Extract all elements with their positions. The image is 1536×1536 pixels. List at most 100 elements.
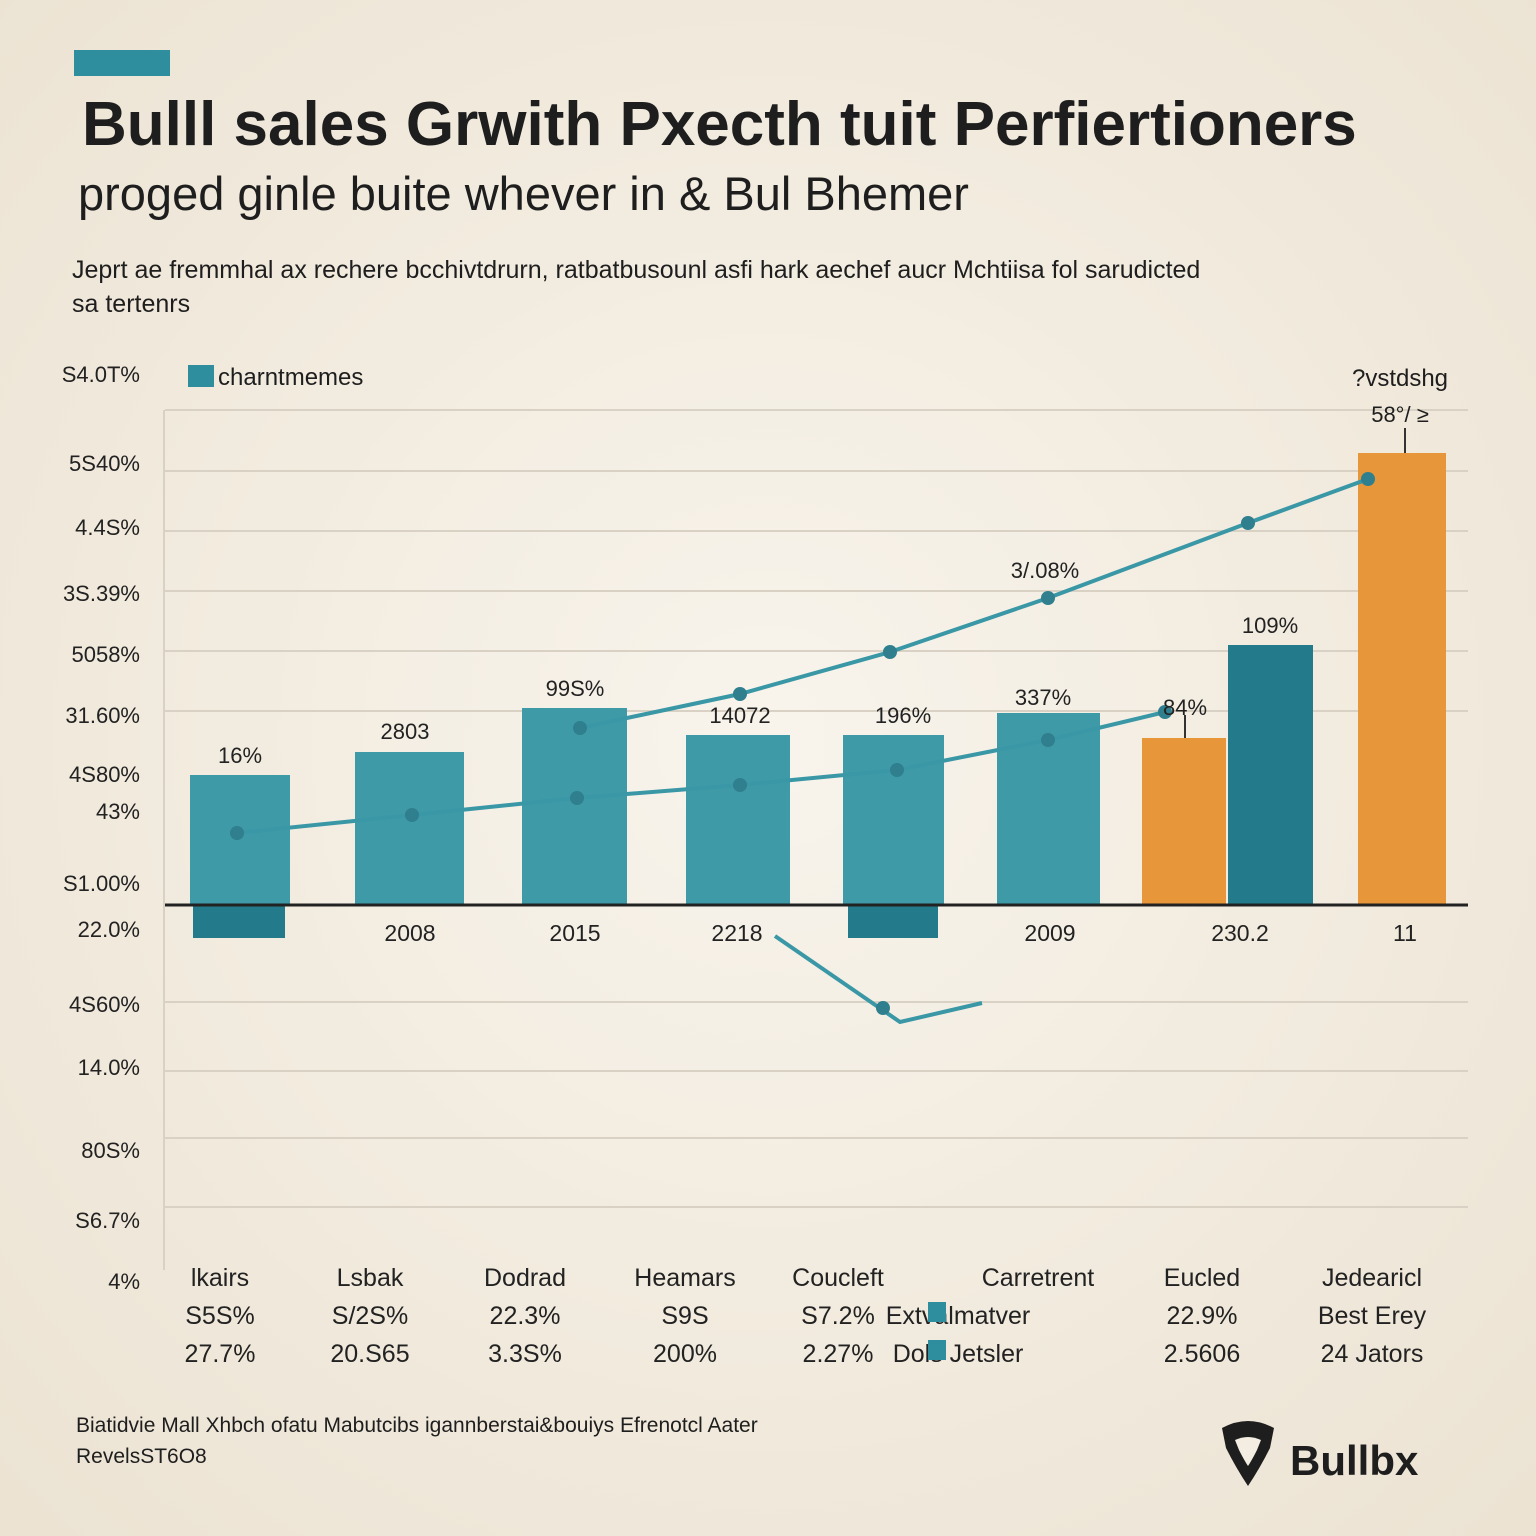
y-label: S4.0T%	[62, 362, 140, 387]
table-cell: 3.3S%	[488, 1340, 562, 1368]
point	[1361, 472, 1375, 486]
legend-swatch	[188, 365, 214, 387]
lines	[230, 428, 1406, 1025]
point	[1241, 516, 1255, 530]
bar-label: 84%	[1163, 695, 1207, 720]
bar	[190, 775, 290, 905]
y-label: 22.0%	[78, 917, 140, 942]
description: sa tertenrs	[72, 290, 190, 318]
table-cell: Heamars	[634, 1264, 735, 1292]
subtitle: proged ginle buite whever in & Bul Bheme…	[78, 167, 969, 220]
y-label: 3S.39%	[63, 581, 140, 606]
y-label: 4S60%	[69, 992, 140, 1017]
bar	[1142, 738, 1226, 905]
bar	[355, 752, 464, 905]
table: lkairs S5S% 27.7% Lsbak S/2S% 20.S65 Dodrad 22.…	[185, 1264, 1427, 1368]
bar-label: 337%	[1015, 685, 1071, 710]
y-label: 4%	[108, 1269, 140, 1294]
bar-label: 16%	[218, 743, 262, 768]
x-label: 2008	[384, 920, 435, 946]
table-cell: Jedearicl	[1322, 1264, 1422, 1292]
bars	[190, 453, 1446, 938]
table-cell: 20.S65	[330, 1340, 409, 1368]
table-cell: S5S%	[185, 1302, 254, 1330]
y-label: 4S80%	[69, 762, 140, 787]
y-labels: S4.0T% 5S40% 4.4S% 3S.39% 5058% 31.60% 4S80% 43…	[62, 362, 140, 1294]
table-swatch	[928, 1302, 946, 1322]
bar	[193, 905, 285, 938]
accent-bar	[74, 50, 170, 76]
point	[230, 826, 244, 840]
point	[1041, 591, 1055, 605]
table-swatch	[928, 1340, 946, 1360]
point	[733, 778, 747, 792]
table-cell: 22.9%	[1167, 1302, 1238, 1330]
x-label: 2015	[549, 920, 600, 946]
table-cell: 22.3%	[490, 1302, 561, 1330]
point	[733, 687, 747, 701]
x-labels: 2008 2015 2218 2009 230.2 11	[384, 920, 1417, 946]
table-cell: Dodrad	[484, 1264, 566, 1292]
point	[573, 721, 587, 735]
bar	[848, 905, 938, 938]
corner-note: 58°/ ≥	[1371, 402, 1429, 427]
brand-logo	[1222, 1421, 1274, 1486]
x-label: 11	[1393, 920, 1417, 946]
x-label: 230.2	[1211, 920, 1269, 946]
table-cell: 2.27%	[803, 1340, 874, 1368]
bar	[522, 708, 627, 905]
table-cell: Dols Jetsler	[893, 1340, 1024, 1368]
x-label: 2009	[1024, 920, 1075, 946]
y-label: 4.4S%	[75, 515, 140, 540]
table-cell: 2.5606	[1164, 1340, 1240, 1368]
table-cell: Extvalmatver	[886, 1302, 1030, 1330]
bar-label: 14072	[709, 703, 770, 728]
footer-note: RevelsST6O8	[76, 1445, 207, 1468]
table-cell: Coucleft	[792, 1264, 884, 1292]
y-label: S1.00%	[63, 871, 140, 896]
footer-note: Biatidvie Mall Xhbch ofatu Mabutcibs iga…	[76, 1414, 758, 1437]
trend-line	[579, 477, 1369, 730]
point	[876, 1001, 890, 1015]
table-cell: lkairs	[191, 1264, 249, 1292]
y-label: 31.60%	[65, 703, 140, 728]
point	[890, 763, 904, 777]
logo-icon	[1235, 1437, 1261, 1466]
y-label: S6.7%	[75, 1208, 140, 1233]
trend-line	[773, 934, 983, 1025]
table-cell: S/2S%	[332, 1302, 408, 1330]
point	[405, 808, 419, 822]
y-label: 43%	[96, 799, 140, 824]
bar-label: 3/.08%	[1011, 558, 1080, 583]
table-cell: 27.7%	[185, 1340, 256, 1368]
table-cell: Lsbak	[337, 1264, 404, 1292]
x-label: 2218	[711, 920, 762, 946]
bar-label: 109%	[1242, 613, 1298, 638]
bar-labels: 16% 2803 99S% 14072 196% 337% 84% 109% 3/.08%	[218, 558, 1298, 768]
point	[1041, 733, 1055, 747]
bar	[1228, 645, 1313, 905]
table-cell: S9S	[661, 1302, 708, 1330]
point	[570, 791, 584, 805]
y-label: 5058%	[71, 642, 140, 667]
point	[1158, 705, 1172, 719]
table-cell: 200%	[653, 1340, 717, 1368]
bar	[843, 735, 944, 905]
point	[883, 645, 897, 659]
y-label: 80S%	[81, 1138, 140, 1163]
bar-label: 196%	[875, 703, 931, 728]
y-label: 5S40%	[69, 451, 140, 476]
brand: Bullbx	[1290, 1437, 1419, 1484]
corner-note: ?vstdshg	[1352, 365, 1448, 392]
bar	[1358, 453, 1446, 905]
grid	[163, 409, 1468, 1270]
table-cell: 24 Jators	[1321, 1340, 1424, 1368]
bar-label: 2803	[381, 719, 430, 744]
y-label: 14.0%	[78, 1055, 140, 1080]
title: Bulll sales Grwith Pxecth tuit Perfierti…	[82, 90, 1357, 159]
table-cell: Carretrent	[982, 1264, 1095, 1292]
bar	[686, 735, 790, 905]
table-cell: S7.2%	[801, 1302, 875, 1330]
table-cell: Best Erey	[1318, 1302, 1427, 1330]
